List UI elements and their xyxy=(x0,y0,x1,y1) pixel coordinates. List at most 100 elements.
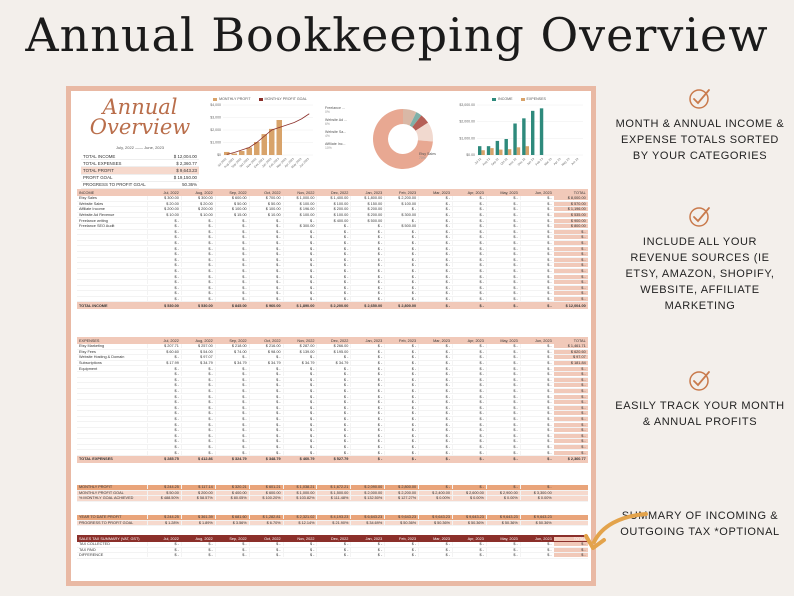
cell-value: $ - xyxy=(248,428,283,433)
cell-value: $ - xyxy=(282,372,317,377)
cell-value: $ - xyxy=(350,389,384,394)
row-label: MONTHLY PROFIT GOAL xyxy=(79,490,124,495)
cell-value: $ - xyxy=(418,263,452,268)
cell-value: $ - xyxy=(384,207,418,212)
cell-value: $ - xyxy=(180,246,215,251)
cell-value: $ - xyxy=(282,389,317,394)
cell-value: $ - xyxy=(485,377,520,382)
cell-value: $ - xyxy=(452,361,486,366)
cell-value: $ - xyxy=(384,394,418,399)
cell-value: $ - xyxy=(180,377,215,382)
row-total: $ - xyxy=(553,542,588,547)
cell-value: $ - xyxy=(316,422,350,427)
cell-value: $ - xyxy=(519,196,554,201)
cell-value: $ - xyxy=(282,241,317,246)
cell-value: $ - xyxy=(485,361,520,366)
cell-value: $ 960.00 xyxy=(265,303,281,308)
cell-value: $ - xyxy=(452,394,486,399)
cell-value: $ - xyxy=(452,450,486,455)
row-label: YEAR TO DATE PROFIT xyxy=(79,515,122,520)
pie-slice xyxy=(415,122,433,142)
cell-value: $ - xyxy=(180,285,215,290)
cell-value: $ - xyxy=(384,349,418,354)
cell-value: $ - xyxy=(248,547,283,552)
row-total: $ 1,196.00 xyxy=(553,207,588,212)
cell-value: $ - xyxy=(147,235,181,240)
cell-value: $ - xyxy=(384,411,418,416)
cell-value: $ - xyxy=(248,274,283,279)
table-row: $ - $ - $ - $ - $ - $ - $ - $ - $ - $ - $ - $ - $ - xyxy=(77,252,588,258)
cell-value: $ - xyxy=(214,433,249,438)
summary-value: 50.36% xyxy=(182,182,197,188)
cell-value: $ - xyxy=(418,361,452,366)
cell-value: $ 257.00 xyxy=(180,344,215,349)
cell-value: $ - xyxy=(316,274,350,279)
cell-value: $ - xyxy=(452,439,486,444)
cell-value: $ - xyxy=(147,400,181,405)
table-row: $ - $ - $ - $ - $ - $ - $ - $ - $ - $ - $ - $ - $ - xyxy=(77,411,588,417)
pie-slice xyxy=(412,115,429,131)
cell-value: $ 15.00 xyxy=(214,213,249,218)
cell-value: $ - xyxy=(384,296,418,301)
cell-value: $ - xyxy=(418,405,452,410)
row-label: Etsy Marketing xyxy=(79,344,105,349)
summary-label: PROGRESS TO PROFIT GOAL xyxy=(83,182,146,188)
cell-value: $ - xyxy=(350,394,384,399)
cell-value: $ - xyxy=(384,235,418,240)
cell-value: $ 50.00 xyxy=(147,490,181,495)
x-tick-label: Sep 22 xyxy=(490,157,500,167)
row-total: $ 535.00 xyxy=(553,213,588,218)
summary-row: PROFIT GOAL $ 19,150.00 xyxy=(81,175,199,182)
cell-value: $ - xyxy=(452,224,486,229)
cell-value: $ 2,800.00 xyxy=(398,303,417,308)
summary-label: TOTAL PROFIT xyxy=(83,167,114,173)
cell-value: $ - xyxy=(316,235,350,240)
cell-value: $ - xyxy=(519,274,554,279)
table-row: $ - $ - $ - $ - $ - $ - $ - $ - $ - $ - $ - $ - $ - xyxy=(77,400,588,406)
table-row: TAX COLLECTED $ - $ - $ - $ - $ - $ - $ - $ - $ -… xyxy=(77,542,588,548)
expense-bar xyxy=(499,149,503,155)
cell-value: $ - xyxy=(214,547,249,552)
cell-value: $ - xyxy=(384,389,418,394)
month-header: Aug, 2022 xyxy=(195,536,213,541)
cell-value: $ - xyxy=(418,383,452,388)
cell-value: $ - xyxy=(316,291,350,296)
cell-value: $ - xyxy=(282,433,317,438)
check-circle-icon xyxy=(689,371,710,391)
cell-value: $ - xyxy=(147,355,181,360)
cell-value: $ - xyxy=(282,405,317,410)
table-row: % MONTHLY GOAL ACHIEVED $ 488.50% $ 58.57%… xyxy=(77,496,588,502)
cell-value: $ - xyxy=(452,229,486,234)
month-header: Oct, 2022 xyxy=(264,536,281,541)
cell-value: $ 200.00 xyxy=(350,213,384,218)
cell-value: $ 3,300.00 xyxy=(519,490,554,495)
cell-value: $ 460.79 xyxy=(299,457,315,462)
legend-swatch xyxy=(213,97,218,101)
pie-slice xyxy=(373,109,433,169)
cell-value: $ - xyxy=(384,366,418,371)
cell-value: $ - xyxy=(547,303,552,308)
cell-value: $ - xyxy=(485,257,520,262)
cell-value: $ - xyxy=(519,257,554,262)
month-header: Feb, 2023 xyxy=(399,338,417,343)
month-header: Apr, 2023 xyxy=(467,536,484,541)
income-table: INCOME Jul, 2022 Aug, 2022 Sep, 2022 Oct, 20… xyxy=(77,189,588,310)
table-row: $ - $ - $ - $ - $ - $ - $ - $ - $ - $ - $ - $ - $ - xyxy=(77,372,588,378)
cell-value: $ - xyxy=(485,269,520,274)
cell-value: $ 6.70% xyxy=(248,520,283,525)
income-expense-legend: INCOME EXPENSES xyxy=(449,97,589,101)
month-header: Oct, 2022 xyxy=(264,190,281,195)
table-row: $ - $ - $ - $ - $ - $ - $ - $ - $ - $ - $ - $ - $ - xyxy=(77,285,588,292)
cell-value: $ 9,643.23 xyxy=(485,515,520,520)
spreadsheet-body: Annual Overview July, 2022 —— June, 2023… xyxy=(71,91,591,581)
x-tick-label: Aug 22 xyxy=(481,157,491,167)
cell-value: $ - xyxy=(316,296,350,301)
y-tick-label: $2,000 xyxy=(210,128,221,132)
cell-value: $ 324.79 xyxy=(231,457,247,462)
row-total: $ - xyxy=(553,235,588,240)
cell-value: $ - xyxy=(452,213,486,218)
cell-value: $ - xyxy=(452,207,486,212)
x-tick-label: Jul 22 xyxy=(474,157,483,166)
cell-value: $ - xyxy=(214,377,249,382)
table-row: Affiliate Income $ 200.00 $ 200.00 $ 100.00… xyxy=(77,207,588,213)
